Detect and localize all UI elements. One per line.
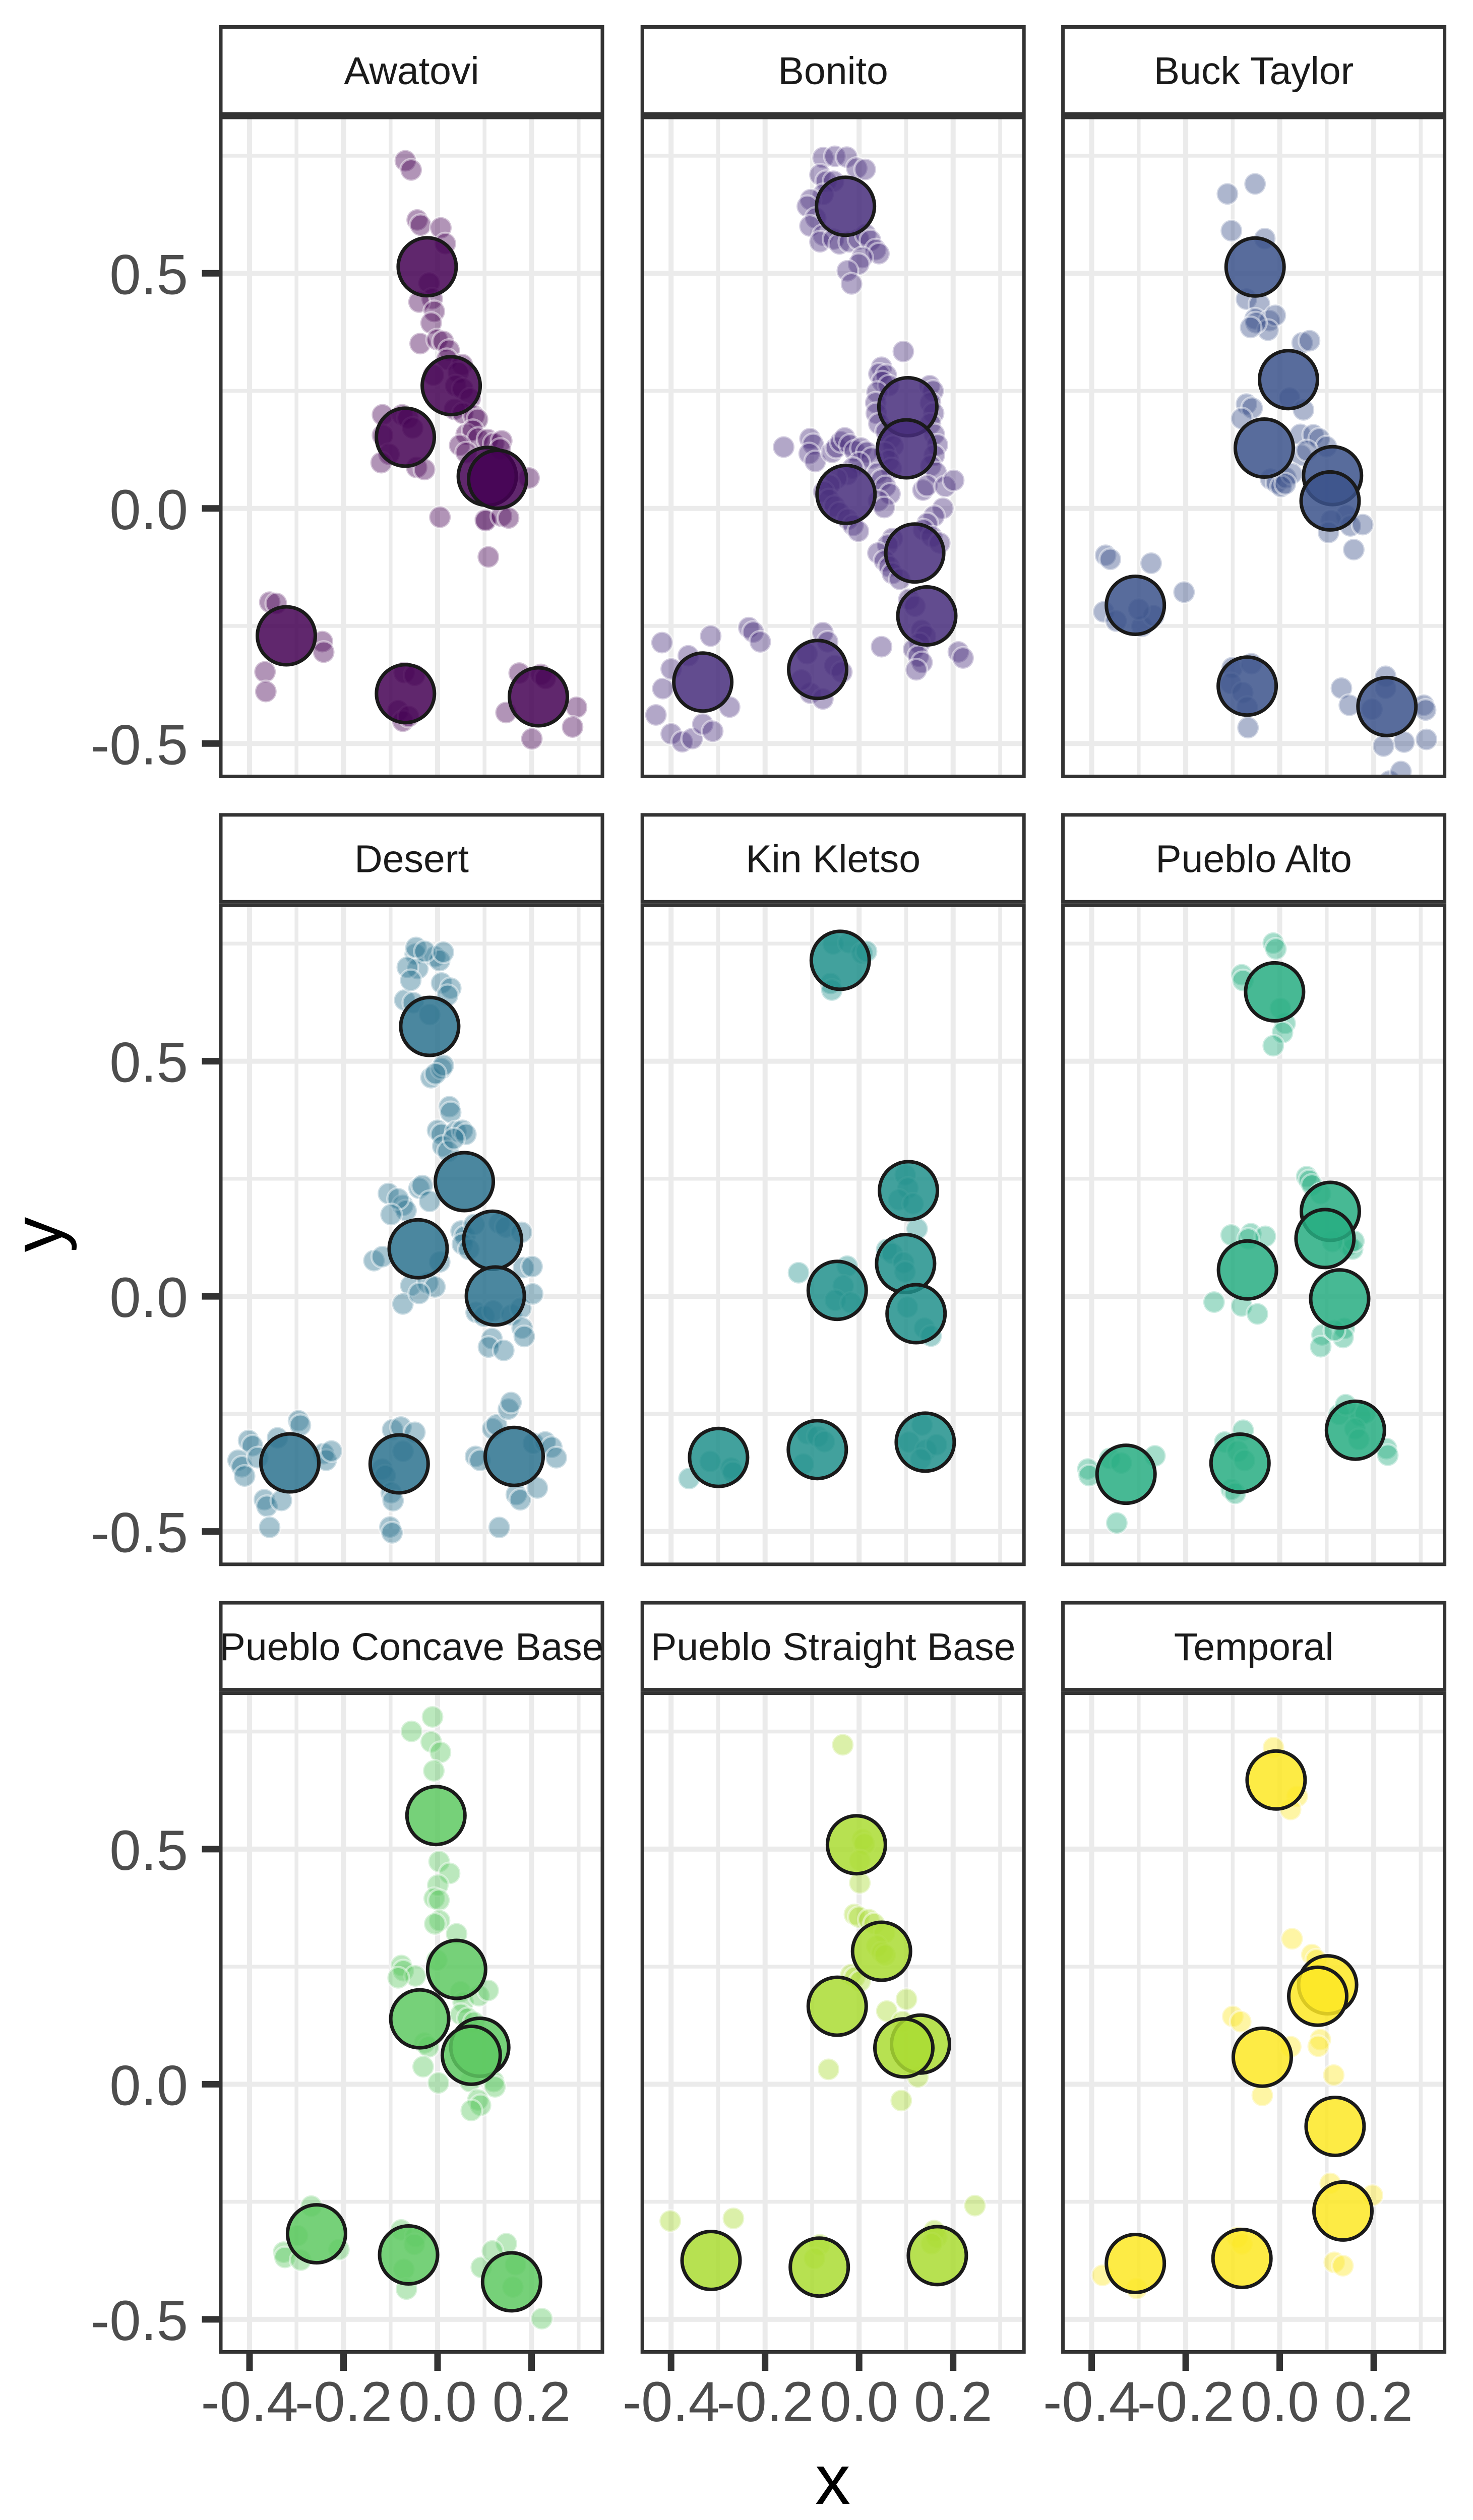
svg-text:Pueblo Straight Base: Pueblo Straight Base	[651, 1625, 1015, 1669]
svg-text:-0.5: -0.5	[91, 713, 188, 776]
svg-text:0.2: 0.2	[914, 2370, 993, 2433]
svg-text:Buck Taylor: Buck Taylor	[1154, 49, 1354, 93]
svg-text:x: x	[815, 2440, 850, 2519]
svg-text:0.5: 0.5	[109, 1819, 188, 1882]
svg-text:0.0: 0.0	[398, 2370, 477, 2433]
svg-text:0.0: 0.0	[820, 2370, 898, 2433]
svg-text:0.2: 0.2	[1334, 2370, 1413, 2433]
svg-text:Desert: Desert	[354, 838, 469, 881]
svg-text:0.0: 0.0	[109, 2054, 188, 2117]
svg-text:Awatovi: Awatovi	[344, 49, 479, 93]
svg-text:-0.4: -0.4	[623, 2370, 720, 2433]
svg-text:-0.2: -0.2	[716, 2370, 814, 2433]
svg-text:-0.2: -0.2	[1137, 2370, 1235, 2433]
svg-text:-0.5: -0.5	[91, 1501, 188, 1564]
svg-text:0.2: 0.2	[493, 2370, 571, 2433]
svg-text:Kin Kletso: Kin Kletso	[746, 838, 920, 881]
svg-text:Pueblo Alto: Pueblo Alto	[1155, 838, 1352, 881]
svg-text:Pueblo Concave Base: Pueblo Concave Base	[220, 1625, 604, 1669]
svg-text:-0.4: -0.4	[1043, 2370, 1140, 2433]
svg-text:0.5: 0.5	[109, 1031, 188, 1094]
svg-text:Temporal: Temporal	[1174, 1625, 1334, 1669]
svg-text:0.5: 0.5	[109, 243, 188, 306]
svg-text:-0.5: -0.5	[91, 2289, 188, 2352]
svg-text:0.0: 0.0	[1241, 2370, 1319, 2433]
svg-text:-0.2: -0.2	[295, 2370, 392, 2433]
svg-text:Bonito: Bonito	[778, 49, 888, 93]
svg-text:0.0: 0.0	[109, 478, 188, 541]
svg-text:0.0: 0.0	[109, 1266, 188, 1329]
svg-text:-0.4: -0.4	[201, 2370, 298, 2433]
svg-text:y: y	[0, 1217, 77, 1252]
